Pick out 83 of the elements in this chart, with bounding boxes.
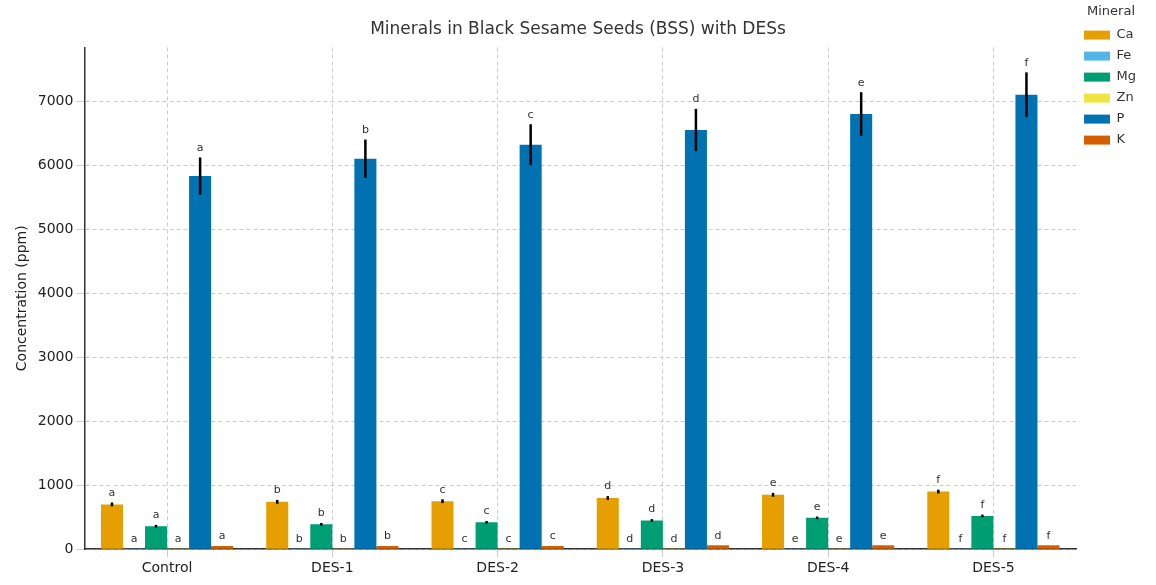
bar xyxy=(519,144,542,549)
y-tick-label: 0 xyxy=(64,539,74,556)
data-label: f xyxy=(1046,528,1052,542)
bar xyxy=(971,515,994,549)
data-label: a xyxy=(152,508,160,522)
bar xyxy=(1037,545,1060,549)
bar xyxy=(100,504,123,549)
legend-label: K xyxy=(1116,131,1126,147)
y-tick-label: 1000 xyxy=(37,475,74,492)
data-label: b xyxy=(273,483,281,497)
y-tick-label: 2000 xyxy=(37,411,74,428)
bar xyxy=(475,522,498,549)
x-tick-label: DES-3 xyxy=(641,559,685,576)
data-label: f xyxy=(980,498,986,511)
bar xyxy=(762,494,785,549)
data-label: a xyxy=(130,531,138,545)
bar xyxy=(541,546,564,549)
bar xyxy=(310,524,333,549)
y-tick-label: 3000 xyxy=(37,347,74,364)
legend-label: Mg xyxy=(1116,68,1136,84)
data-label: c xyxy=(549,529,556,543)
data-label: e xyxy=(813,499,821,513)
data-label: a xyxy=(218,529,226,543)
data-label: c xyxy=(439,482,446,496)
data-label: c xyxy=(483,504,490,518)
chart-title: Minerals in Black Sesame Seeds (BSS) with DESs xyxy=(370,17,786,38)
data-label: b xyxy=(295,531,303,545)
bar xyxy=(431,501,454,549)
data-label: b xyxy=(317,506,325,520)
data-label: b xyxy=(383,529,391,543)
data-label: f xyxy=(1002,531,1008,545)
data-label: f xyxy=(936,473,942,487)
bar xyxy=(266,501,289,549)
legend-label: Zn xyxy=(1116,89,1134,105)
bar xyxy=(706,545,729,549)
bar xyxy=(596,498,619,549)
data-label: e xyxy=(857,75,865,89)
y-axis-title: Concentration (ppm) xyxy=(13,225,30,372)
legend-title: Mineral xyxy=(1087,2,1136,18)
bar xyxy=(211,546,234,549)
x-tick-label: DES-4 xyxy=(806,559,850,576)
x-tick-label: DES-1 xyxy=(311,559,354,576)
data-label: d xyxy=(626,531,634,545)
bar xyxy=(684,129,707,549)
data-label: f xyxy=(958,531,964,545)
data-label: d xyxy=(692,92,700,106)
data-label: c xyxy=(461,531,468,545)
x-tick-label: DES-2 xyxy=(476,559,519,576)
data-label: d xyxy=(604,479,612,493)
y-tick-label: 7000 xyxy=(37,91,74,108)
data-label: f xyxy=(1024,55,1030,69)
bar xyxy=(376,546,399,549)
bar xyxy=(1015,94,1038,549)
y-tick-label: 5000 xyxy=(37,219,74,236)
data-label: a xyxy=(108,485,116,499)
bar xyxy=(145,526,168,549)
data-label: c xyxy=(505,531,512,545)
bar xyxy=(927,491,950,549)
x-tick-label: DES-5 xyxy=(972,559,1015,576)
data-label: d xyxy=(714,528,722,542)
data-label: c xyxy=(527,107,534,121)
bar xyxy=(354,158,377,549)
y-tick-label: 4000 xyxy=(37,283,74,300)
bar xyxy=(189,176,212,549)
bar xyxy=(640,520,663,549)
bar xyxy=(872,545,895,549)
data-label: e xyxy=(835,531,843,545)
data-label: e xyxy=(791,531,799,545)
data-label: e xyxy=(879,528,887,542)
data-label: b xyxy=(339,531,347,545)
legend-label: Fe xyxy=(1116,47,1132,63)
legend-label: Ca xyxy=(1116,26,1134,42)
legend-label: P xyxy=(1116,110,1125,126)
bar xyxy=(850,113,873,549)
data-label: a xyxy=(174,531,182,545)
data-label: d xyxy=(648,502,656,516)
data-label: e xyxy=(769,476,777,490)
x-tick-label: Control xyxy=(141,559,193,576)
bar xyxy=(806,517,829,549)
data-label: d xyxy=(670,531,678,545)
y-tick-label: 6000 xyxy=(37,155,74,172)
data-label: b xyxy=(361,122,369,136)
data-label: a xyxy=(196,140,204,154)
